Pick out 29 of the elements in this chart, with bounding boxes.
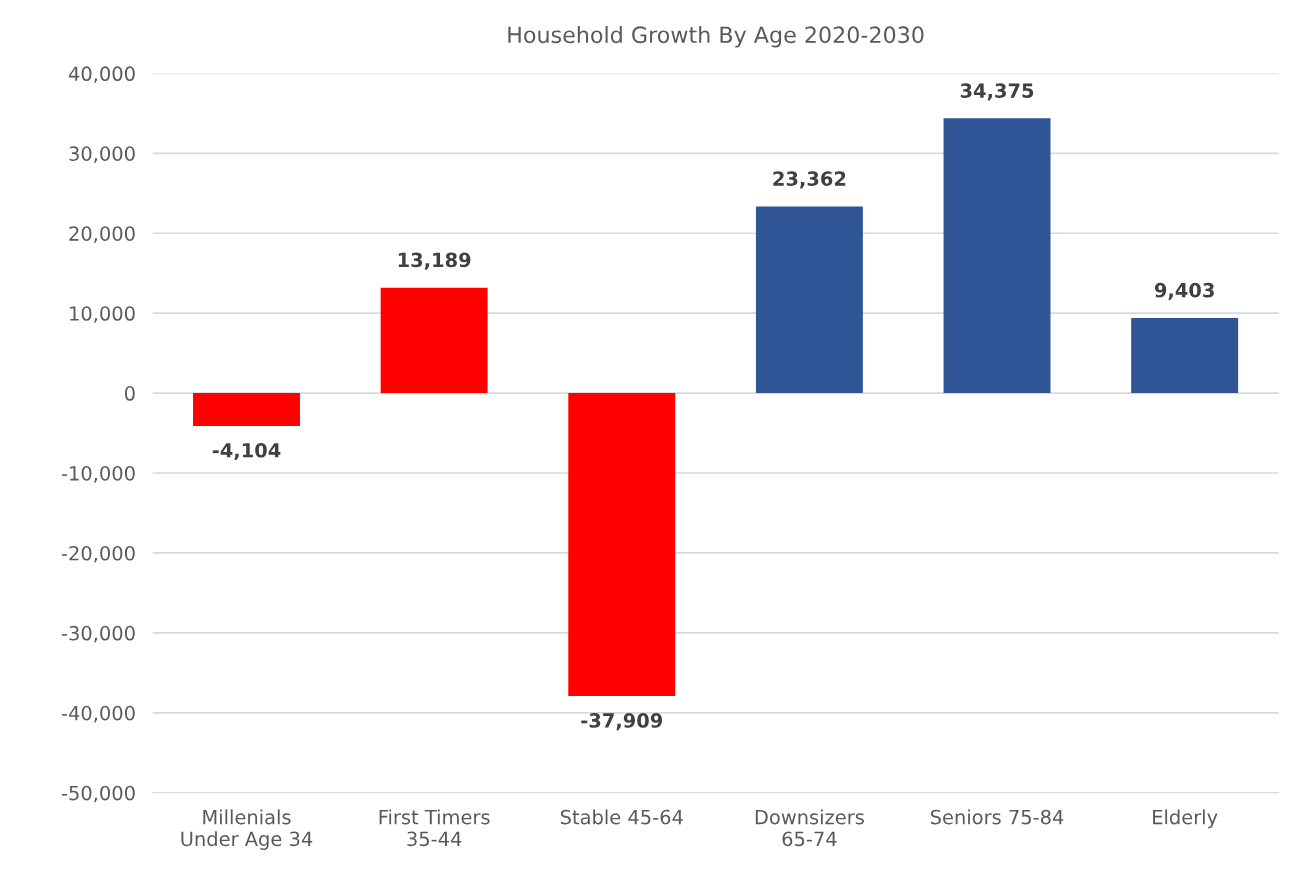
y-tick-label: -20,000 bbox=[61, 545, 135, 563]
data-label: 13,189 bbox=[398, 252, 471, 270]
data-label: -37,909 bbox=[581, 713, 663, 731]
x-tick-label: Millenials Under Age 34 bbox=[181, 809, 313, 850]
x-tick-label: Stable 45-64 bbox=[560, 809, 683, 825]
y-tick-label: 30,000 bbox=[69, 146, 135, 163]
bar bbox=[755, 206, 863, 394]
y-tick-label: 20,000 bbox=[69, 226, 135, 243]
y-tick-label: 10,000 bbox=[70, 306, 135, 323]
bar bbox=[380, 287, 488, 394]
y-tick-label: -10,000 bbox=[61, 465, 135, 483]
bar bbox=[568, 393, 676, 697]
data-label: 9,403 bbox=[1154, 282, 1214, 301]
x-tick-label: Seniors 75-84 bbox=[930, 809, 1064, 825]
chart-title: Household Growth By Age 2020-2030 bbox=[508, 25, 924, 48]
bar bbox=[1131, 317, 1239, 394]
x-tick-label: Elderly bbox=[1153, 809, 1218, 829]
data-label: 23,362 bbox=[773, 171, 846, 189]
bar bbox=[943, 118, 1051, 394]
x-tick-label: First Timers 35-44 bbox=[379, 809, 490, 847]
y-tick-label: -40,000 bbox=[61, 705, 135, 723]
x-tick-label: Downsizers 65-74 bbox=[755, 809, 864, 847]
data-label: -4,104 bbox=[212, 442, 281, 461]
bar bbox=[193, 393, 300, 426]
data-label: 34,375 bbox=[960, 83, 1034, 101]
y-tick-label: 0 bbox=[124, 386, 135, 401]
y-tick-label: -30,000 bbox=[61, 625, 135, 643]
y-tick-label: 40,000 bbox=[68, 66, 135, 84]
y-tick-label: -50,000 bbox=[61, 785, 135, 803]
